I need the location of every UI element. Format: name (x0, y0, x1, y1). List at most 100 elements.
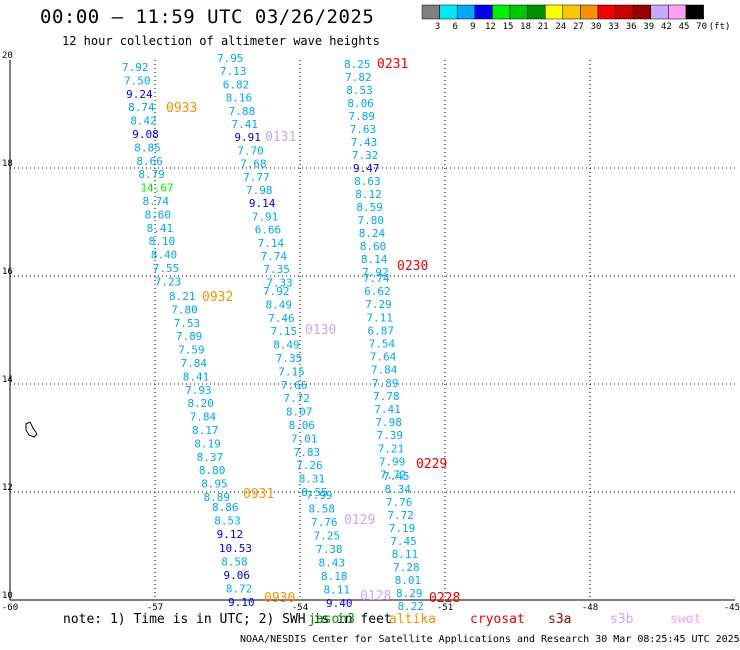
wave-height-value: 8.06 (289, 419, 316, 432)
colorbar-swatch (615, 4, 634, 20)
satellite-legend-swot: swot (670, 612, 702, 627)
wave-height-value: 7.84 (371, 364, 398, 377)
satellite-legend-altika: altika (389, 612, 436, 627)
wave-height-value: 8.14 (361, 253, 388, 266)
wave-height-value: 6.62 (364, 285, 391, 298)
wave-height-value: 6.66 (255, 224, 282, 237)
pass-time-label: 0932 (202, 290, 233, 305)
colorbar-swatch (668, 4, 687, 20)
wave-height-value: 7.23 (155, 275, 182, 288)
wave-height-value: 8.53 (214, 515, 241, 528)
wave-height-value: 7.72 (387, 509, 414, 522)
track-0231: 8.257.828.538.067.897.637.437.329.478.63… (344, 57, 408, 279)
wave-height-value: 7.35 (276, 352, 303, 365)
wave-height-value: 8.59 (356, 201, 383, 214)
wave-height-value: 8.86 (212, 501, 239, 514)
colorbar-swatch (421, 4, 440, 20)
wave-height-value: 8.89 (204, 491, 231, 504)
wave-height-value: 7.19 (389, 522, 416, 535)
pass-time-label: 0129 (344, 513, 375, 528)
colorbar-label: 27 (573, 22, 584, 32)
colorbar-label: 18 (520, 22, 531, 32)
wave-height-value: 8.42 (130, 115, 157, 128)
wave-height-value: 8.49 (266, 298, 293, 311)
wave-height-value: 8.49 (273, 339, 300, 352)
wave-height-value: 7.80 (171, 303, 198, 316)
wave-height-value: 7.74 (363, 272, 390, 285)
wave-height-value: 8.60 (145, 208, 172, 221)
wave-height-value: 8.16 (226, 92, 253, 105)
colorbar-label: (ft) (709, 22, 731, 32)
colorbar-swatch (456, 4, 476, 20)
colorbar-label: 6 (452, 22, 457, 32)
wave-height-value: 7.91 (252, 210, 278, 223)
satellite-legend-s3a: s3a (548, 612, 572, 627)
longitude-label: -60 (2, 603, 18, 613)
wave-height-value: 9.10 (228, 596, 255, 609)
wave-height-value: 8.25 (344, 58, 371, 71)
wave-height-value: 7.41 (232, 118, 259, 131)
wave-height-value: 8.74 (128, 101, 155, 114)
wave-height-value: 8.79 (138, 168, 165, 181)
wave-height-value: 9.14 (249, 197, 276, 210)
longitude-label: -54 (292, 603, 308, 613)
wave-height-value: 7.39 (377, 429, 404, 442)
wave-height-value: 7.46 (268, 312, 295, 325)
island-outline (25, 421, 38, 438)
wave-height-value: 7.66 (281, 379, 308, 392)
wave-height-value: 7.68 (240, 158, 267, 171)
latitude-label: 18 (2, 159, 13, 169)
wave-height-value: 7.43 (351, 136, 378, 149)
map-grid (10, 60, 735, 600)
footer-note: note: 1) Time is in UTC; 2) SWH is in fe… (63, 612, 392, 627)
wave-height-value: 7.84 (190, 411, 217, 424)
wave-height-value: 7.92 (263, 285, 290, 298)
wave-height-value: 8.01 (395, 574, 422, 587)
colorbar-swatch (597, 4, 616, 20)
wave-height-value: 8.31 (299, 473, 326, 486)
wave-height-value: 7.28 (393, 561, 420, 574)
wave-height-value: 9.47 (353, 162, 380, 175)
wave-height-value: 7.38 (316, 543, 343, 556)
wave-height-value: 9.08 (132, 128, 159, 141)
wave-height-value: 8.60 (360, 240, 387, 253)
track-0933: 7.927.509.248.748.429.088.858.668.7914.6… (122, 61, 197, 288)
colorbar-swatch (527, 4, 546, 20)
wave-height-value: 7.98 (375, 416, 402, 429)
longitude-label: -51 (437, 603, 453, 613)
wave-height-value: 8.72 (226, 583, 253, 596)
colorbar-swatch (509, 4, 528, 20)
colorbar-label: 36 (626, 22, 637, 32)
wave-height-value: 8.06 (347, 97, 374, 110)
wave-height-value: 8.10 (149, 235, 176, 248)
wave-height-value: 7.93 (185, 384, 212, 397)
colorbar-swatch (685, 4, 704, 20)
latitude-label: 20 (2, 51, 13, 61)
wave-height-value: 8.41 (183, 370, 210, 383)
wave-height-value: 7.45 (390, 535, 417, 548)
colorbar-swatch (562, 4, 581, 20)
wave-height-value: 8.18 (321, 570, 348, 583)
wave-height-value: 9.24 (126, 88, 153, 101)
pass-time-label: 0228 (429, 591, 460, 606)
wave-height-value: 14.67 (140, 182, 173, 195)
wave-height-value: 8.40 (151, 249, 178, 262)
wave-height-value: 9.12 (217, 528, 244, 541)
satellite-legend: jason3 altika cryosat s3a s3b swot (0, 612, 740, 630)
track-0930: 0930 (264, 591, 295, 606)
colorbar-swatch (492, 4, 511, 20)
wave-height-value: 7.82 (345, 71, 372, 84)
wave-height-value: 7.54 (369, 338, 396, 351)
colorbar-legend: 3 6 9 12 15 18 21 24 27 30 33 36 39 42 45 70 (ft) (421, 4, 731, 32)
colorbar-label: 33 (608, 22, 619, 32)
colorbar-label: 45 (679, 22, 690, 32)
wave-height-value: 7.76 (386, 496, 413, 509)
wave-height-value: 7.64 (370, 351, 397, 364)
latitude-label: 12 (2, 483, 13, 493)
pass-time-label: 0131 (265, 130, 296, 145)
wave-height-value: 7.89 (176, 330, 203, 343)
wave-height-value: 7.72 (380, 469, 407, 482)
wave-height-value: 7.72 (283, 392, 310, 405)
wave-height-value: 7.15 (271, 325, 298, 338)
wave-height-value: 7.99 (306, 489, 333, 502)
